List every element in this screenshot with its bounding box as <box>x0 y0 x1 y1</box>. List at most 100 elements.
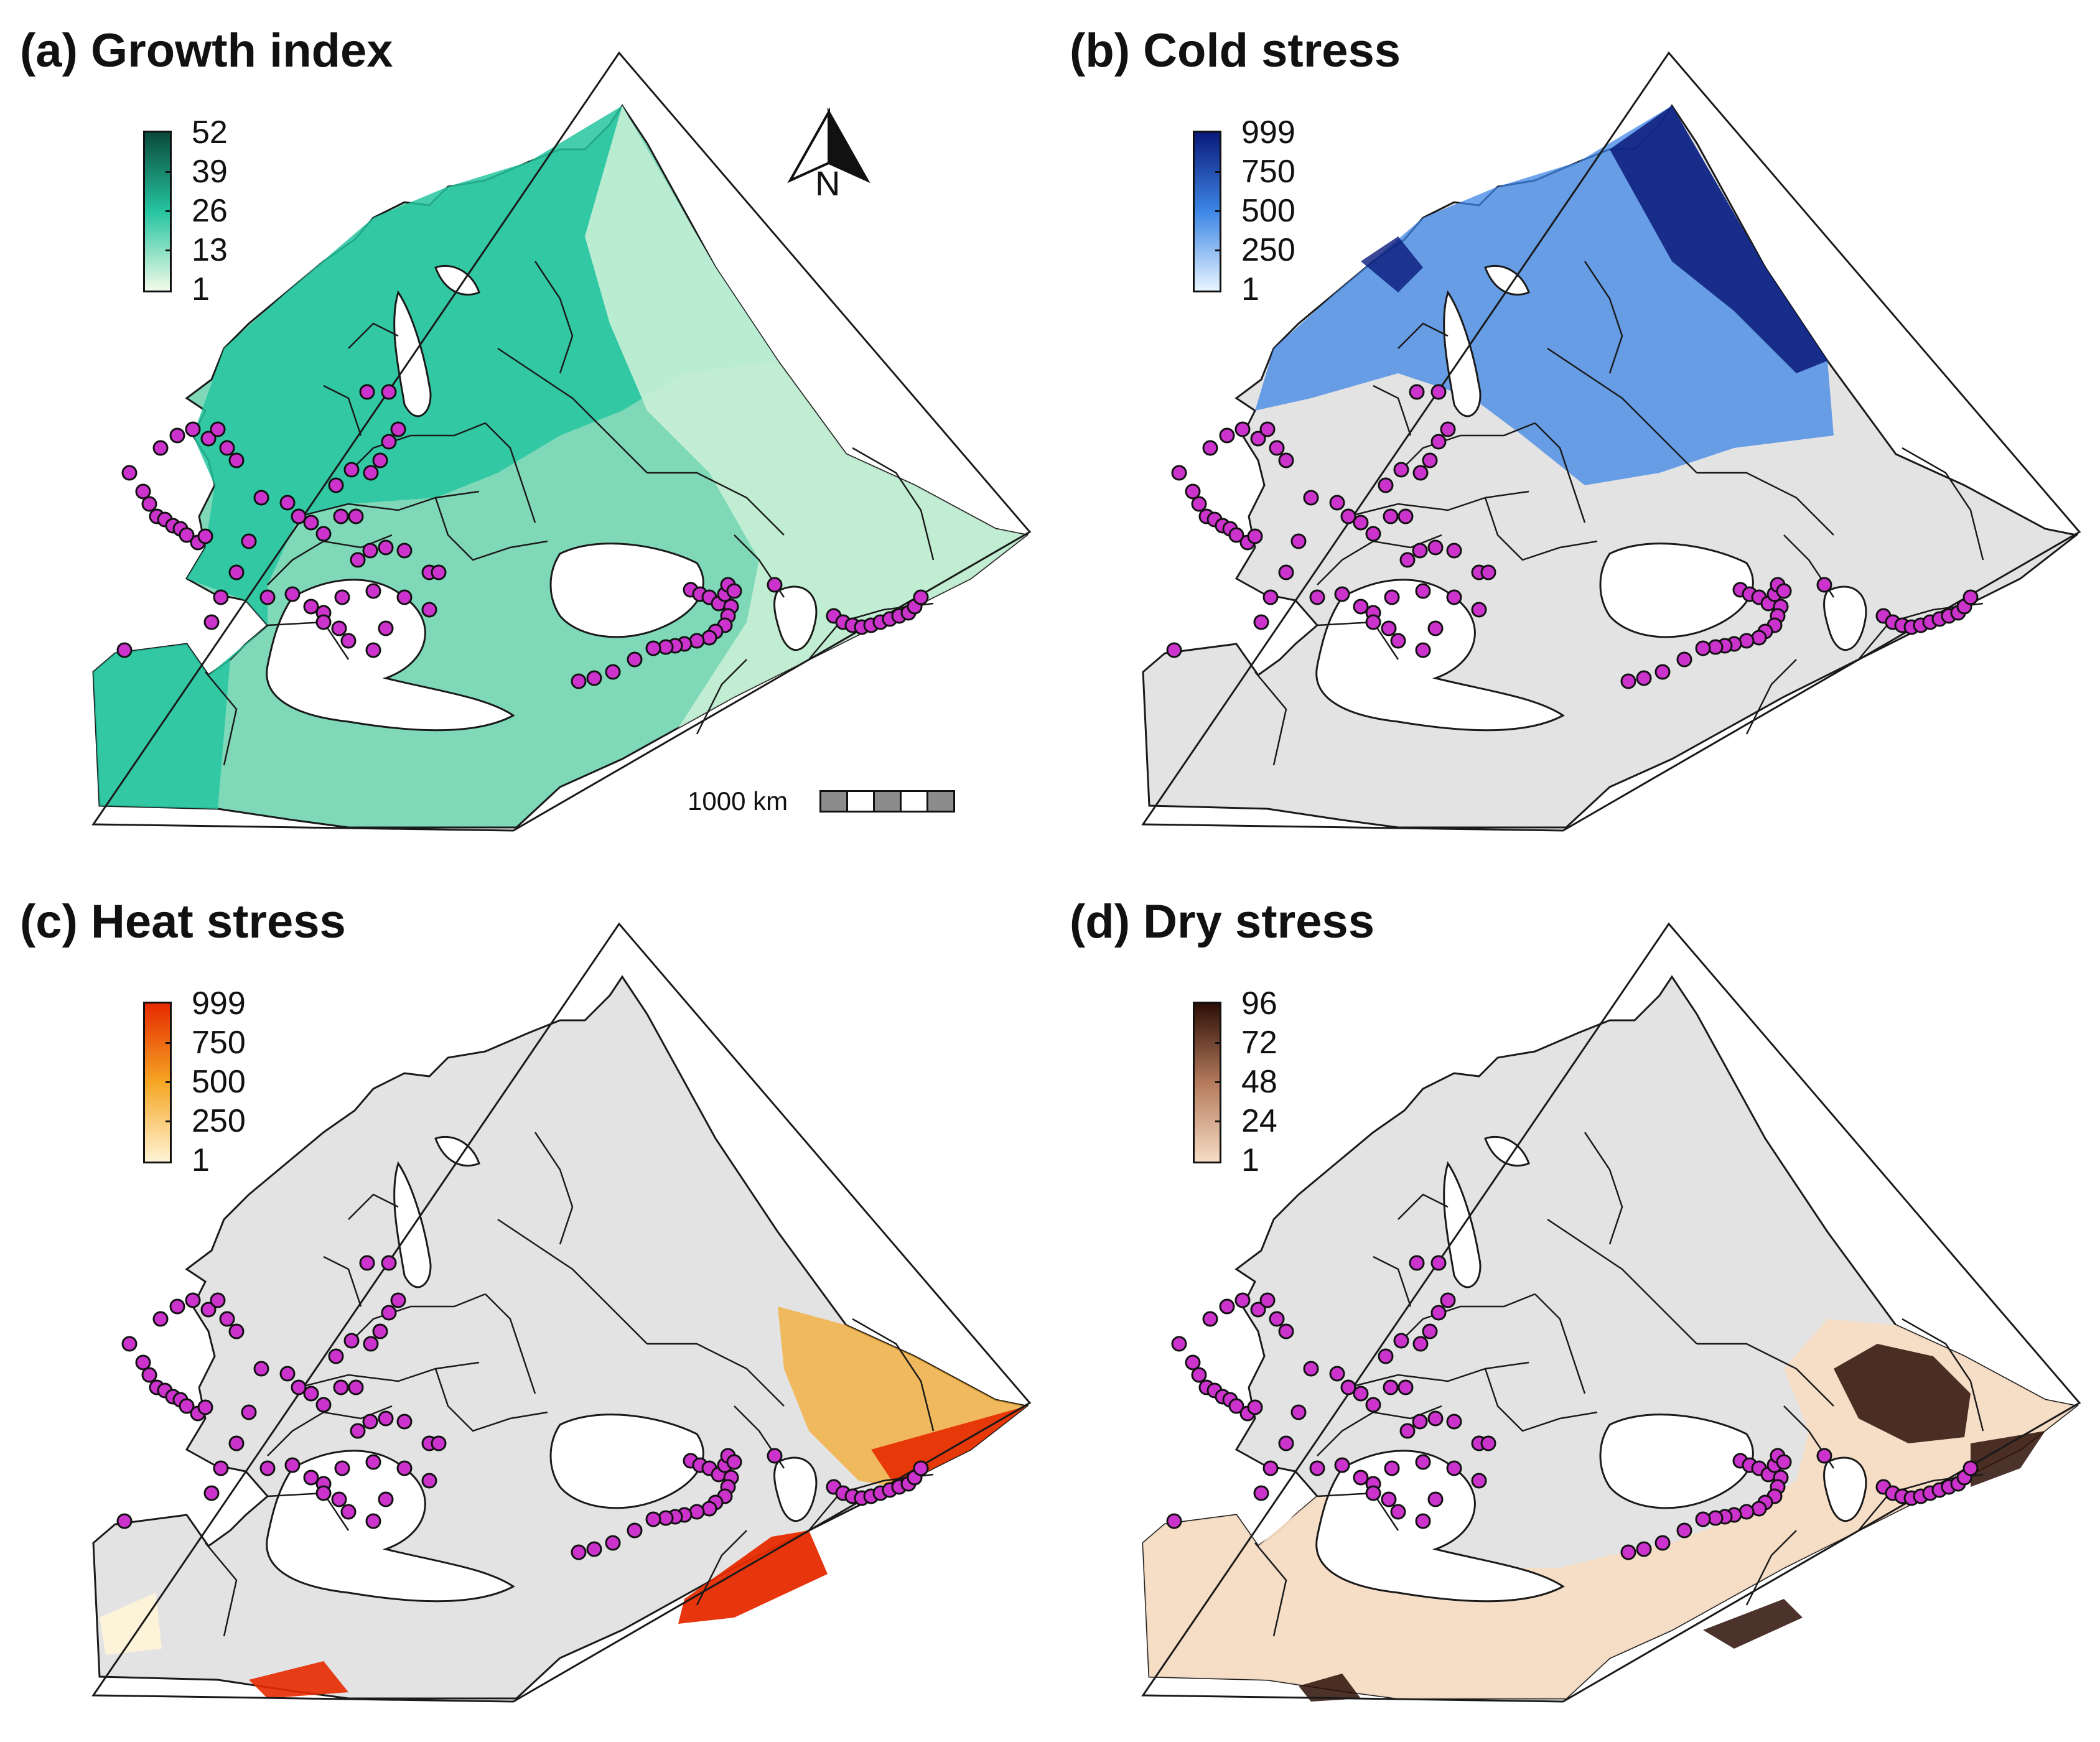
occurrence-point <box>1269 440 1285 456</box>
occurrence-point <box>1303 1361 1319 1377</box>
occurrence-point <box>1440 421 1456 437</box>
occurrence-point <box>1290 533 1307 549</box>
country-border <box>1484 497 1598 561</box>
occurrence-point <box>586 670 602 686</box>
occurrence-point <box>396 589 413 605</box>
occurrence-point <box>362 543 378 559</box>
occurrence-point <box>185 421 201 437</box>
country-border <box>1902 1318 1984 1432</box>
occurrence-point <box>1471 602 1487 618</box>
occurrence-point <box>350 552 366 568</box>
occurrence-point <box>203 614 220 630</box>
occurrence-point <box>1365 1485 1381 1501</box>
country-border <box>1348 1361 1529 1389</box>
country-border <box>205 671 238 766</box>
occurrence-point <box>1446 543 1462 559</box>
occurrence-point <box>253 490 269 506</box>
country-border <box>1373 384 1412 436</box>
occurrence-point <box>1384 1460 1400 1476</box>
occurrence-point <box>228 564 245 580</box>
legend-label: 250 <box>192 1103 246 1139</box>
legend-tick <box>1215 210 1221 212</box>
occurrence-point <box>1620 1544 1636 1560</box>
country-border <box>1398 322 1449 349</box>
occurrence-point <box>284 1457 301 1473</box>
occurrence-point <box>1695 1511 1711 1527</box>
occurrence-point <box>1412 465 1429 481</box>
country-border <box>534 261 574 374</box>
legend-tick <box>166 171 172 173</box>
country-border <box>348 422 486 473</box>
occurrence-point <box>381 434 397 450</box>
occurrence-point <box>1471 1473 1487 1489</box>
occurrence-point <box>365 1454 381 1470</box>
occurrence-point <box>1228 1398 1244 1414</box>
legend-label: 999 <box>192 985 246 1022</box>
occurrence-point <box>1340 1379 1356 1395</box>
country-border <box>1373 1255 1412 1307</box>
occurrence-point <box>1695 640 1711 656</box>
occurrence-point <box>1378 477 1394 493</box>
occurrence-point <box>259 1460 276 1476</box>
occurrence-point <box>1171 465 1187 481</box>
shaded-zone <box>585 106 1027 728</box>
country-border <box>1398 1193 1449 1220</box>
occurrence-point <box>1412 543 1428 559</box>
country-border <box>852 447 935 561</box>
occurrence-point <box>767 1448 783 1464</box>
occurrence-point <box>726 1454 742 1470</box>
legend-tick <box>1215 1120 1221 1122</box>
occurrence-point <box>328 1348 344 1364</box>
occurrence-point <box>1427 1491 1444 1507</box>
water-body <box>1443 1161 1482 1288</box>
occurrence-point <box>1962 1460 1979 1476</box>
occurrence-point <box>343 1333 360 1349</box>
water-body <box>773 1456 818 1522</box>
color-legend: 999 750 500 250 1 <box>1193 116 1355 305</box>
occurrence-point <box>1278 1435 1294 1451</box>
occurrence-point <box>213 589 229 605</box>
panel-title: (d) Dry stress <box>1070 895 1374 948</box>
legend-tick <box>1215 1081 1221 1083</box>
occurrence-point <box>1234 1292 1251 1308</box>
shaded-zone <box>1971 1431 2045 1487</box>
country-border <box>485 1293 536 1394</box>
country-border <box>497 1218 648 1344</box>
legend-label: 750 <box>1241 154 1295 190</box>
occurrence-point <box>1269 1311 1285 1327</box>
occurrence-point <box>378 539 394 556</box>
north-label: N <box>815 164 841 203</box>
occurrence-point <box>328 477 344 493</box>
legend-tick <box>166 1120 172 1122</box>
occurrence-point <box>390 1292 406 1308</box>
water-body <box>393 1161 432 1288</box>
occurrence-point <box>1415 642 1431 658</box>
occurrence-point <box>116 1513 133 1529</box>
water-body <box>1484 264 1530 296</box>
occurrence-point <box>1247 528 1263 544</box>
occurrence-point <box>121 465 138 481</box>
occurrence-point <box>1365 526 1381 542</box>
occurrence-point <box>1384 589 1400 605</box>
occurrence-point <box>1620 673 1636 689</box>
map-frame <box>1141 51 2081 832</box>
occurrence-point <box>1202 1311 1218 1327</box>
occurrence-point <box>141 1367 157 1383</box>
occurrence-point <box>152 440 169 456</box>
occurrence-point <box>1259 421 1276 437</box>
occurrence-point <box>1334 586 1350 602</box>
country-border <box>434 497 548 561</box>
country-border <box>1584 1132 1623 1245</box>
occurrence-point <box>1309 1460 1325 1476</box>
occurrence-point <box>1262 1460 1279 1476</box>
scale-bar-label: 1000 km <box>688 786 788 816</box>
panel-growth-index: (a) Growth index 52 39 26 13 1 N 1000 km <box>0 0 1050 871</box>
occurrence-point <box>701 1501 717 1517</box>
occurrence-point <box>365 642 381 658</box>
map-frame <box>1141 922 2081 1703</box>
country-border <box>298 1361 480 1389</box>
occurrence-point <box>1776 1454 1792 1470</box>
panel-dry-stress: (d) Dry stress 96 72 48 24 1 <box>1050 871 2099 1742</box>
occurrence-point <box>1398 1379 1414 1395</box>
country-border <box>323 384 362 436</box>
